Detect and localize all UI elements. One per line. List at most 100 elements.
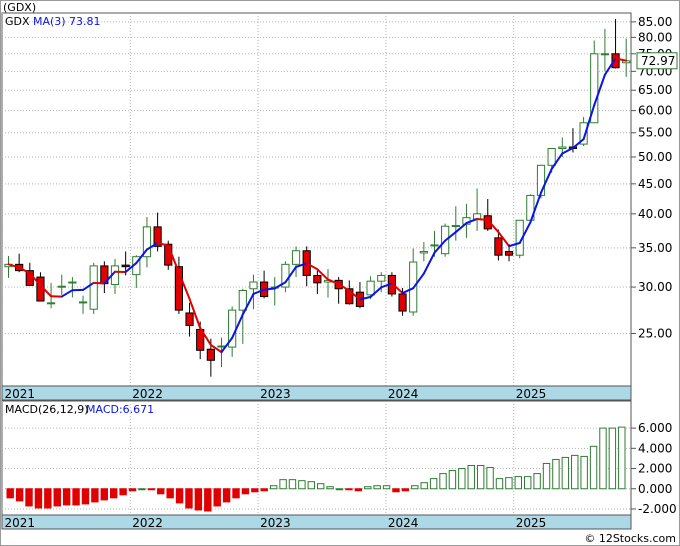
ma-segment xyxy=(177,271,191,300)
macd-bar-positive xyxy=(269,485,278,490)
chart-symbol: (GDX) xyxy=(3,1,36,14)
ma-segment xyxy=(444,231,457,242)
candle-body-up xyxy=(600,53,609,56)
macd-bar-negative xyxy=(260,488,268,492)
ma-segment xyxy=(284,265,298,284)
macd-bar-negative xyxy=(204,488,212,512)
macd-bar-positive xyxy=(279,479,287,490)
candle xyxy=(483,198,492,231)
ma-segment xyxy=(603,57,617,76)
price-tick-label: 60.00 xyxy=(638,104,672,118)
macd-bar-negative xyxy=(354,488,363,492)
macd-bar-positive xyxy=(514,476,522,490)
price-tick-label: 80.00 xyxy=(638,30,672,44)
candle-body-down xyxy=(494,237,503,256)
ma-segment xyxy=(369,286,383,298)
macd-bar-positive xyxy=(599,427,607,490)
ma-segment xyxy=(614,57,628,62)
macd-year-label: 2021 xyxy=(5,516,36,530)
macd-bar-positive xyxy=(364,486,372,490)
macd-bar-positive xyxy=(420,482,428,490)
ma-segment xyxy=(401,287,415,295)
macd-bar-positive xyxy=(552,458,560,490)
macd-histogram xyxy=(6,426,626,512)
candle-body-down xyxy=(345,288,354,305)
candle-body-down xyxy=(611,53,620,69)
ma-segment xyxy=(18,266,31,275)
macd-bar-positive xyxy=(335,488,344,491)
legend-ticker: GDX xyxy=(5,15,30,28)
macd-bar-negative xyxy=(251,488,259,493)
candle xyxy=(579,117,588,147)
price-tick-label: 85.00 xyxy=(638,15,672,29)
ma-segment xyxy=(433,239,447,254)
candle-body-up xyxy=(547,147,556,166)
ma-segment xyxy=(156,242,170,247)
macd-y-axis: 6.000 4.000 2.000 0.000 -2.000 xyxy=(631,421,677,516)
ma-segment xyxy=(220,336,234,354)
candle-body-up xyxy=(451,225,460,228)
ma-segment xyxy=(39,284,53,298)
macd-year-label: 2022 xyxy=(132,516,163,530)
candle xyxy=(451,206,460,241)
ma-segment xyxy=(199,327,212,346)
price-year-label: 2023 xyxy=(260,387,291,401)
macd-bar-positive xyxy=(429,478,438,490)
ma-segment xyxy=(497,231,511,248)
ma-segment xyxy=(465,217,479,225)
macd-bar-negative xyxy=(157,488,165,495)
legend-ma-value: 73.81 xyxy=(69,15,101,28)
ma-segment xyxy=(295,262,308,268)
macd-bar-negative xyxy=(6,488,14,499)
macd-bar-negative xyxy=(72,488,80,506)
candle-body-up xyxy=(366,280,375,296)
candle xyxy=(78,295,88,314)
candle xyxy=(590,40,599,124)
candle-body-up xyxy=(377,274,386,282)
macd-year-label: 2023 xyxy=(260,516,291,530)
price-tick-label: 25.00 xyxy=(638,326,672,340)
last-price-box xyxy=(636,52,678,70)
macd-bar-positive xyxy=(618,426,626,490)
price-year-label: 2025 xyxy=(516,387,547,401)
last-price-badge: 72.97 xyxy=(636,52,678,70)
macd-value-label: MACD:6.671 xyxy=(86,403,154,416)
ma-segment xyxy=(252,288,266,295)
ma-segment xyxy=(103,270,116,285)
macd-bar-negative xyxy=(81,488,90,505)
macd-bar-negative xyxy=(44,488,52,509)
ma-segment xyxy=(529,191,542,224)
candle xyxy=(377,272,386,293)
price-year-label: 2024 xyxy=(388,387,419,401)
macd-bar-negative xyxy=(213,488,221,507)
candle-body-up xyxy=(57,285,66,288)
price-tick-label: 65.00 xyxy=(638,83,672,97)
ma-segment xyxy=(273,281,287,290)
macd-gridlines xyxy=(2,401,631,515)
macd-bar-negative xyxy=(241,488,250,495)
candle-body-up xyxy=(291,250,301,265)
macd-tick-label: 6.000 xyxy=(638,421,672,435)
candle xyxy=(600,28,609,72)
macd-bar-positive xyxy=(571,454,579,490)
candle-body-down xyxy=(398,293,407,312)
ma-segment xyxy=(60,289,74,298)
price-year-label: 2022 xyxy=(132,387,163,401)
macd-bar-positive xyxy=(448,470,457,490)
candle xyxy=(57,274,66,295)
macd-bar-negative xyxy=(53,488,61,507)
candle-body-up xyxy=(142,226,152,258)
ma-segment xyxy=(145,242,159,251)
macd-bar-positive xyxy=(411,485,419,490)
price-tick-label: 35.00 xyxy=(638,241,672,255)
ma-segment xyxy=(305,262,319,271)
candle-body-up xyxy=(430,244,439,247)
candle xyxy=(142,217,152,268)
ma-segment xyxy=(540,168,553,194)
candle-body-up xyxy=(419,250,428,254)
ma-segment xyxy=(135,248,148,265)
candle-body-down xyxy=(185,312,194,326)
macd-tick-label: 0.000 xyxy=(638,482,672,496)
macd-bar-positive xyxy=(486,467,494,490)
